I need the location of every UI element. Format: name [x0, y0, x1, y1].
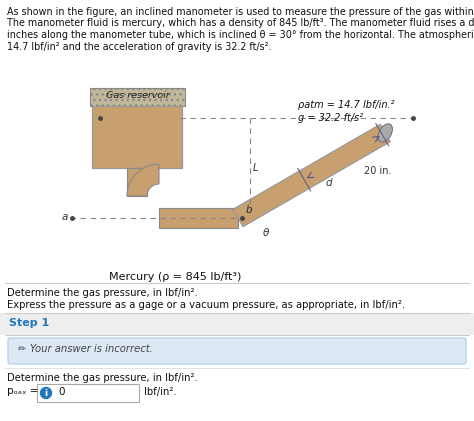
Bar [92, 106, 182, 168]
Text: g = 32.2 ft/s²: g = 32.2 ft/s² [298, 113, 363, 123]
Text: b: b [246, 205, 253, 215]
Text: a: a [62, 212, 68, 222]
Bar [127, 168, 147, 196]
Text: Your answer is incorrect.: Your answer is incorrect. [30, 344, 153, 354]
FancyBboxPatch shape [8, 338, 466, 364]
Text: i: i [45, 389, 47, 397]
Text: Gas reservoir: Gas reservoir [106, 91, 169, 100]
Bar [90, 88, 185, 106]
Polygon shape [233, 124, 390, 226]
Text: 0: 0 [58, 387, 64, 397]
Text: The manometer fluid is mercury, which has a density of 845 lb/ft³. The manometer: The manometer fluid is mercury, which ha… [7, 19, 474, 29]
Text: lbf/in².: lbf/in². [144, 387, 177, 397]
Bar [159, 208, 238, 228]
Text: L: L [253, 163, 258, 173]
Text: 14.7 lbf/in² and the acceleration of gravity is 32.2 ft/s².: 14.7 lbf/in² and the acceleration of gra… [7, 42, 272, 51]
Text: d: d [326, 179, 333, 188]
Text: pₒₐₓ =: pₒₐₓ = [7, 386, 38, 396]
Text: Express the pressure as a gage or a vacuum pressure, as appropriate, in lbf/in².: Express the pressure as a gage or a vacu… [7, 300, 405, 310]
Text: Determine the gas pressure, in lbf/in².: Determine the gas pressure, in lbf/in². [7, 288, 198, 298]
FancyBboxPatch shape [37, 384, 139, 402]
Text: θ: θ [263, 228, 269, 238]
Wedge shape [127, 164, 159, 196]
Text: ρatm = 14.7 lbf/in.²: ρatm = 14.7 lbf/in.² [298, 100, 394, 110]
Text: Determine the gas pressure, in lbf/in².: Determine the gas pressure, in lbf/in². [7, 373, 198, 383]
Ellipse shape [378, 124, 392, 142]
Text: Mercury (ρ = 845 lb/ft³): Mercury (ρ = 845 lb/ft³) [109, 272, 241, 282]
Text: inches along the manometer tube, which is inclined θ = 30° from the horizontal. : inches along the manometer tube, which i… [7, 30, 474, 40]
Text: As shown in the figure, an inclined manometer is used to measure the pressure of: As shown in the figure, an inclined mano… [7, 7, 474, 17]
Bar [0, 313, 474, 335]
Circle shape [40, 387, 52, 399]
Text: ✏: ✏ [18, 344, 26, 354]
Text: Step 1: Step 1 [9, 318, 49, 328]
Text: 20 in.: 20 in. [364, 166, 392, 176]
